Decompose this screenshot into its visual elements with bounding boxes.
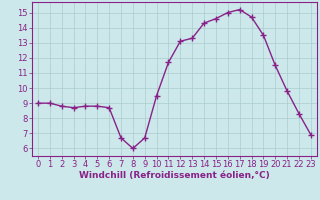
X-axis label: Windchill (Refroidissement éolien,°C): Windchill (Refroidissement éolien,°C) [79,171,270,180]
